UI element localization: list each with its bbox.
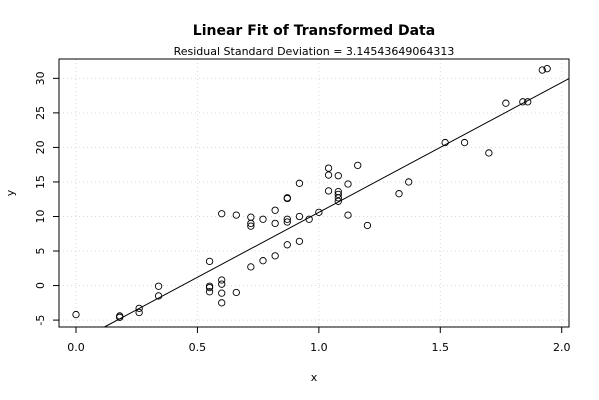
chart-subtitle: Residual Standard Deviation = 3.14543649… xyxy=(174,45,455,58)
data-point xyxy=(283,218,291,226)
data-point xyxy=(271,252,279,260)
data-point xyxy=(218,210,226,218)
data-point xyxy=(259,215,267,223)
data-point xyxy=(519,98,527,106)
data-point xyxy=(538,66,546,74)
data-point xyxy=(334,197,342,205)
data-point xyxy=(247,219,255,228)
data-point xyxy=(205,288,214,296)
y-tick-label: 10 xyxy=(34,209,47,223)
data-point xyxy=(502,99,510,107)
data-point xyxy=(135,308,143,317)
data-point xyxy=(363,221,372,230)
data-point xyxy=(247,222,255,230)
data-point xyxy=(154,282,163,290)
data-point xyxy=(334,172,342,180)
data-point xyxy=(218,280,226,288)
data-point xyxy=(283,215,291,223)
grid-lines xyxy=(59,59,569,327)
data-point xyxy=(395,190,403,198)
y-tick-label: 0 xyxy=(34,282,47,289)
chart-title: Linear Fit of Transformed Data xyxy=(193,23,435,39)
data-point xyxy=(295,212,304,221)
data-points xyxy=(72,65,551,321)
data-point xyxy=(324,171,333,179)
x-tick-label: 1.0 xyxy=(310,341,328,354)
data-point xyxy=(135,304,143,313)
data-point xyxy=(315,208,323,216)
data-point xyxy=(324,187,333,195)
data-point xyxy=(283,241,291,249)
data-point xyxy=(247,263,255,271)
data-point xyxy=(271,206,279,214)
data-point xyxy=(295,179,304,187)
data-point xyxy=(283,194,291,203)
data-point xyxy=(305,215,313,223)
x-tick-label: 1.5 xyxy=(432,341,450,354)
data-point xyxy=(441,138,449,147)
data-point xyxy=(485,149,493,157)
data-point xyxy=(295,237,304,246)
y-tick-label: 25 xyxy=(34,106,47,120)
data-point xyxy=(247,213,255,221)
y-axis-label: y xyxy=(4,189,17,196)
data-point xyxy=(218,289,226,297)
data-point xyxy=(72,310,80,319)
data-point xyxy=(354,161,362,170)
data-point xyxy=(154,292,163,300)
data-point xyxy=(232,288,240,297)
data-point xyxy=(205,257,214,266)
data-point xyxy=(334,190,342,199)
data-point xyxy=(405,178,413,186)
data-point xyxy=(344,211,352,219)
data-point xyxy=(334,194,342,202)
data-point xyxy=(116,313,124,321)
data-point xyxy=(205,283,214,292)
data-point xyxy=(460,138,469,147)
data-point xyxy=(524,98,532,106)
y-tick-label: 5 xyxy=(34,248,47,255)
fit-line xyxy=(104,78,570,328)
y-tick-label: 15 xyxy=(34,175,47,189)
y-tick-label: 30 xyxy=(34,71,47,85)
data-point xyxy=(543,65,551,73)
data-point xyxy=(324,164,333,172)
y-tick-label: 20 xyxy=(34,140,47,154)
x-tick-label: 0.0 xyxy=(67,341,85,354)
data-point xyxy=(271,219,279,228)
x-axis-label: x xyxy=(311,371,318,384)
axis-ticks: 0.0 0.5 1.0 1.5 2.0 -5 0 5 10 15 20 25 30 xyxy=(34,71,570,354)
data-point xyxy=(344,180,352,188)
data-point xyxy=(232,211,240,219)
data-point xyxy=(259,257,267,265)
x-tick-label: 0.5 xyxy=(189,341,207,354)
y-tick-label: -5 xyxy=(34,315,47,326)
plot-frame xyxy=(58,58,570,328)
data-point xyxy=(218,276,226,284)
data-point xyxy=(218,299,226,307)
x-tick-label: 2.0 xyxy=(553,341,571,354)
